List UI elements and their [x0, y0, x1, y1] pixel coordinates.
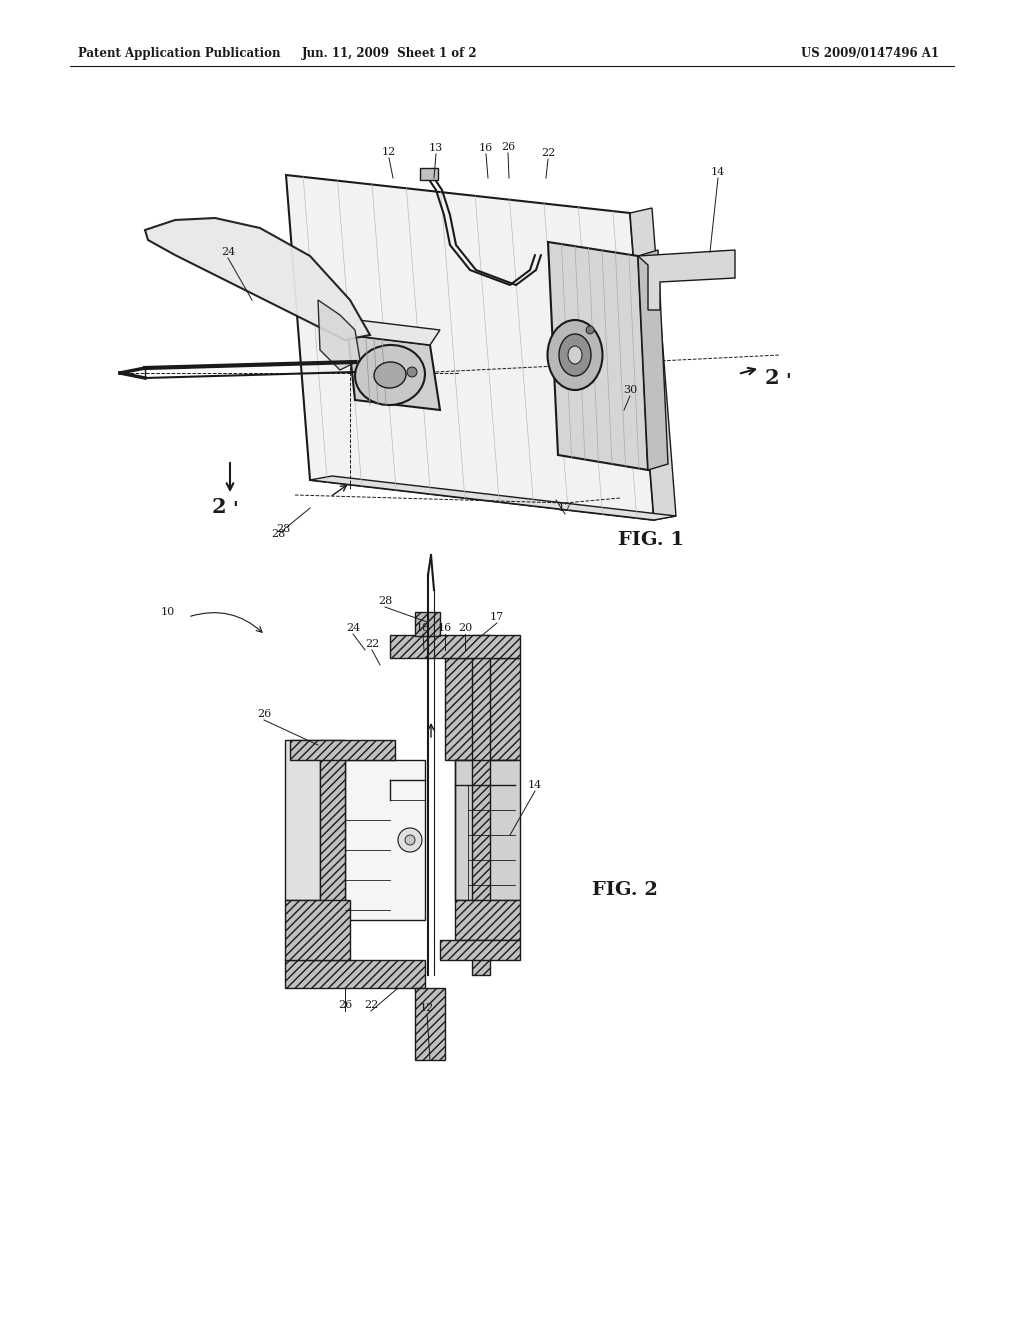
Ellipse shape: [374, 362, 406, 388]
Text: Patent Application Publication: Patent Application Publication: [78, 48, 281, 61]
Text: 22: 22: [365, 639, 379, 649]
Polygon shape: [638, 249, 668, 470]
Polygon shape: [348, 319, 440, 345]
Text: 14: 14: [528, 780, 542, 789]
Text: 18: 18: [416, 623, 430, 634]
Polygon shape: [318, 300, 360, 370]
Polygon shape: [345, 760, 425, 920]
Ellipse shape: [568, 346, 582, 364]
Polygon shape: [455, 900, 520, 940]
Text: 26: 26: [501, 143, 515, 152]
Text: 28: 28: [271, 529, 285, 539]
Text: 17: 17: [558, 503, 572, 513]
Polygon shape: [286, 176, 654, 520]
Polygon shape: [348, 335, 440, 411]
Text: 26: 26: [257, 709, 271, 719]
Polygon shape: [390, 635, 520, 657]
Circle shape: [586, 326, 594, 334]
Circle shape: [406, 836, 415, 845]
Text: 28: 28: [378, 597, 392, 606]
FancyBboxPatch shape: [420, 168, 438, 180]
Text: 30: 30: [623, 385, 637, 395]
Text: 16: 16: [479, 143, 494, 153]
Polygon shape: [285, 960, 425, 987]
Text: Jun. 11, 2009  Sheet 1 of 2: Jun. 11, 2009 Sheet 1 of 2: [302, 48, 478, 61]
Text: ': ': [232, 502, 238, 519]
Polygon shape: [630, 209, 676, 520]
Polygon shape: [319, 741, 345, 975]
Text: 26: 26: [338, 1001, 352, 1010]
Text: 14: 14: [711, 168, 725, 177]
Polygon shape: [285, 900, 350, 960]
Text: 20: 20: [458, 623, 472, 634]
Polygon shape: [548, 242, 648, 470]
Text: 22: 22: [364, 1001, 378, 1010]
Polygon shape: [415, 987, 445, 1060]
Text: FIG. 1: FIG. 1: [618, 531, 684, 549]
Text: 13: 13: [429, 143, 443, 153]
Text: 12: 12: [420, 1003, 434, 1012]
Text: 10: 10: [161, 607, 175, 616]
Polygon shape: [145, 218, 370, 341]
Circle shape: [407, 367, 417, 378]
Polygon shape: [472, 635, 490, 975]
Polygon shape: [440, 940, 520, 960]
Ellipse shape: [548, 319, 602, 389]
Text: ': ': [785, 374, 791, 391]
Text: 24: 24: [346, 623, 360, 634]
Polygon shape: [638, 249, 735, 310]
Text: 22: 22: [541, 148, 555, 158]
Polygon shape: [310, 477, 676, 520]
Polygon shape: [290, 741, 395, 760]
Text: US 2009/0147496 A1: US 2009/0147496 A1: [801, 48, 939, 61]
Text: 2: 2: [765, 368, 779, 388]
Text: 28: 28: [275, 524, 290, 535]
Polygon shape: [455, 760, 520, 900]
Circle shape: [398, 828, 422, 851]
Polygon shape: [415, 612, 440, 636]
Text: 2: 2: [212, 498, 226, 517]
Text: 17: 17: [489, 612, 504, 622]
Ellipse shape: [559, 334, 591, 376]
Text: 24: 24: [221, 247, 236, 257]
Ellipse shape: [355, 345, 425, 405]
Text: 16: 16: [438, 623, 453, 634]
Text: FIG. 2: FIG. 2: [592, 880, 657, 899]
Text: 12: 12: [382, 147, 396, 157]
Polygon shape: [445, 657, 520, 760]
Polygon shape: [285, 741, 319, 900]
